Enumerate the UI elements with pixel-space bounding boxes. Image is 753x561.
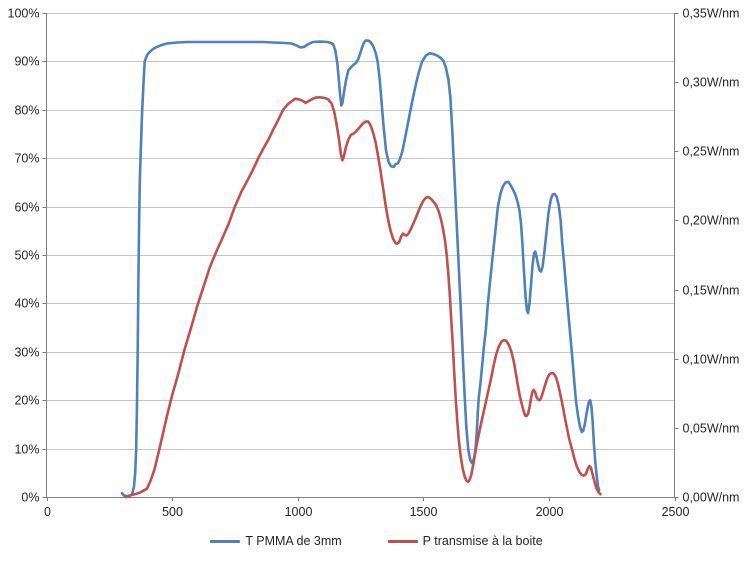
y-axis-left-label: 40% [14, 297, 39, 311]
x-axis-label: 500 [162, 505, 183, 519]
legend-label-p-transmise: P transmise à la boite [422, 534, 543, 548]
y-axis-left-label: 50% [14, 249, 39, 263]
legend-item-t-pmma[interactable]: T PMMA de 3mm [210, 534, 342, 548]
legend-label-t-pmma: T PMMA de 3mm [245, 534, 342, 548]
y-axis-left-label: 60% [14, 201, 39, 215]
series-line-p-transmise[interactable] [124, 96, 602, 499]
y-axis-left-label: 100% [8, 7, 40, 21]
legend: T PMMA de 3mm P transmise à la boite [0, 534, 753, 548]
y-axis-right-label: 0,10W/nm [683, 353, 740, 367]
y-axis-right-label: 0,20W/nm [683, 214, 740, 228]
y-axis-left-label: 0% [21, 491, 39, 505]
x-axis-label: 2500 [662, 505, 690, 519]
y-axis-right-label: 0,05W/nm [683, 422, 740, 436]
y-axis-left-label: 10% [14, 443, 39, 457]
legend-item-p-transmise[interactable]: P transmise à la boite [387, 534, 543, 548]
y-axis-right-label: 0,35W/nm [683, 7, 740, 21]
y-axis-left-label: 90% [14, 55, 39, 69]
legend-line-swatch-blue [210, 539, 241, 543]
legend-line-swatch-red [387, 539, 418, 543]
x-axis-label: 0 [44, 505, 51, 519]
x-axis-label: 1500 [410, 505, 438, 519]
y-axis-left-label: 70% [14, 152, 39, 166]
x-axis-label: 2000 [536, 505, 564, 519]
chart-plot-area: 0% 10% 20% 30% 40% 50% 60% 70% 80% 90% 100% 0,00W/n… [8, 7, 740, 520]
y-axis-left-label: 20% [14, 394, 39, 408]
y-axis-right-label: 0,00W/nm [683, 491, 740, 505]
y-axis-left-label: 30% [14, 346, 39, 360]
y-axis-right-label: 0,25W/nm [683, 145, 740, 159]
y-axis-right-label: 0,30W/nm [683, 76, 740, 90]
y-axis-left-label: 80% [14, 104, 39, 118]
series-line-t-pmma[interactable] [120, 39, 601, 498]
y-axis-right-label: 0,15W/nm [683, 284, 740, 298]
x-axis-label: 1000 [285, 505, 313, 519]
